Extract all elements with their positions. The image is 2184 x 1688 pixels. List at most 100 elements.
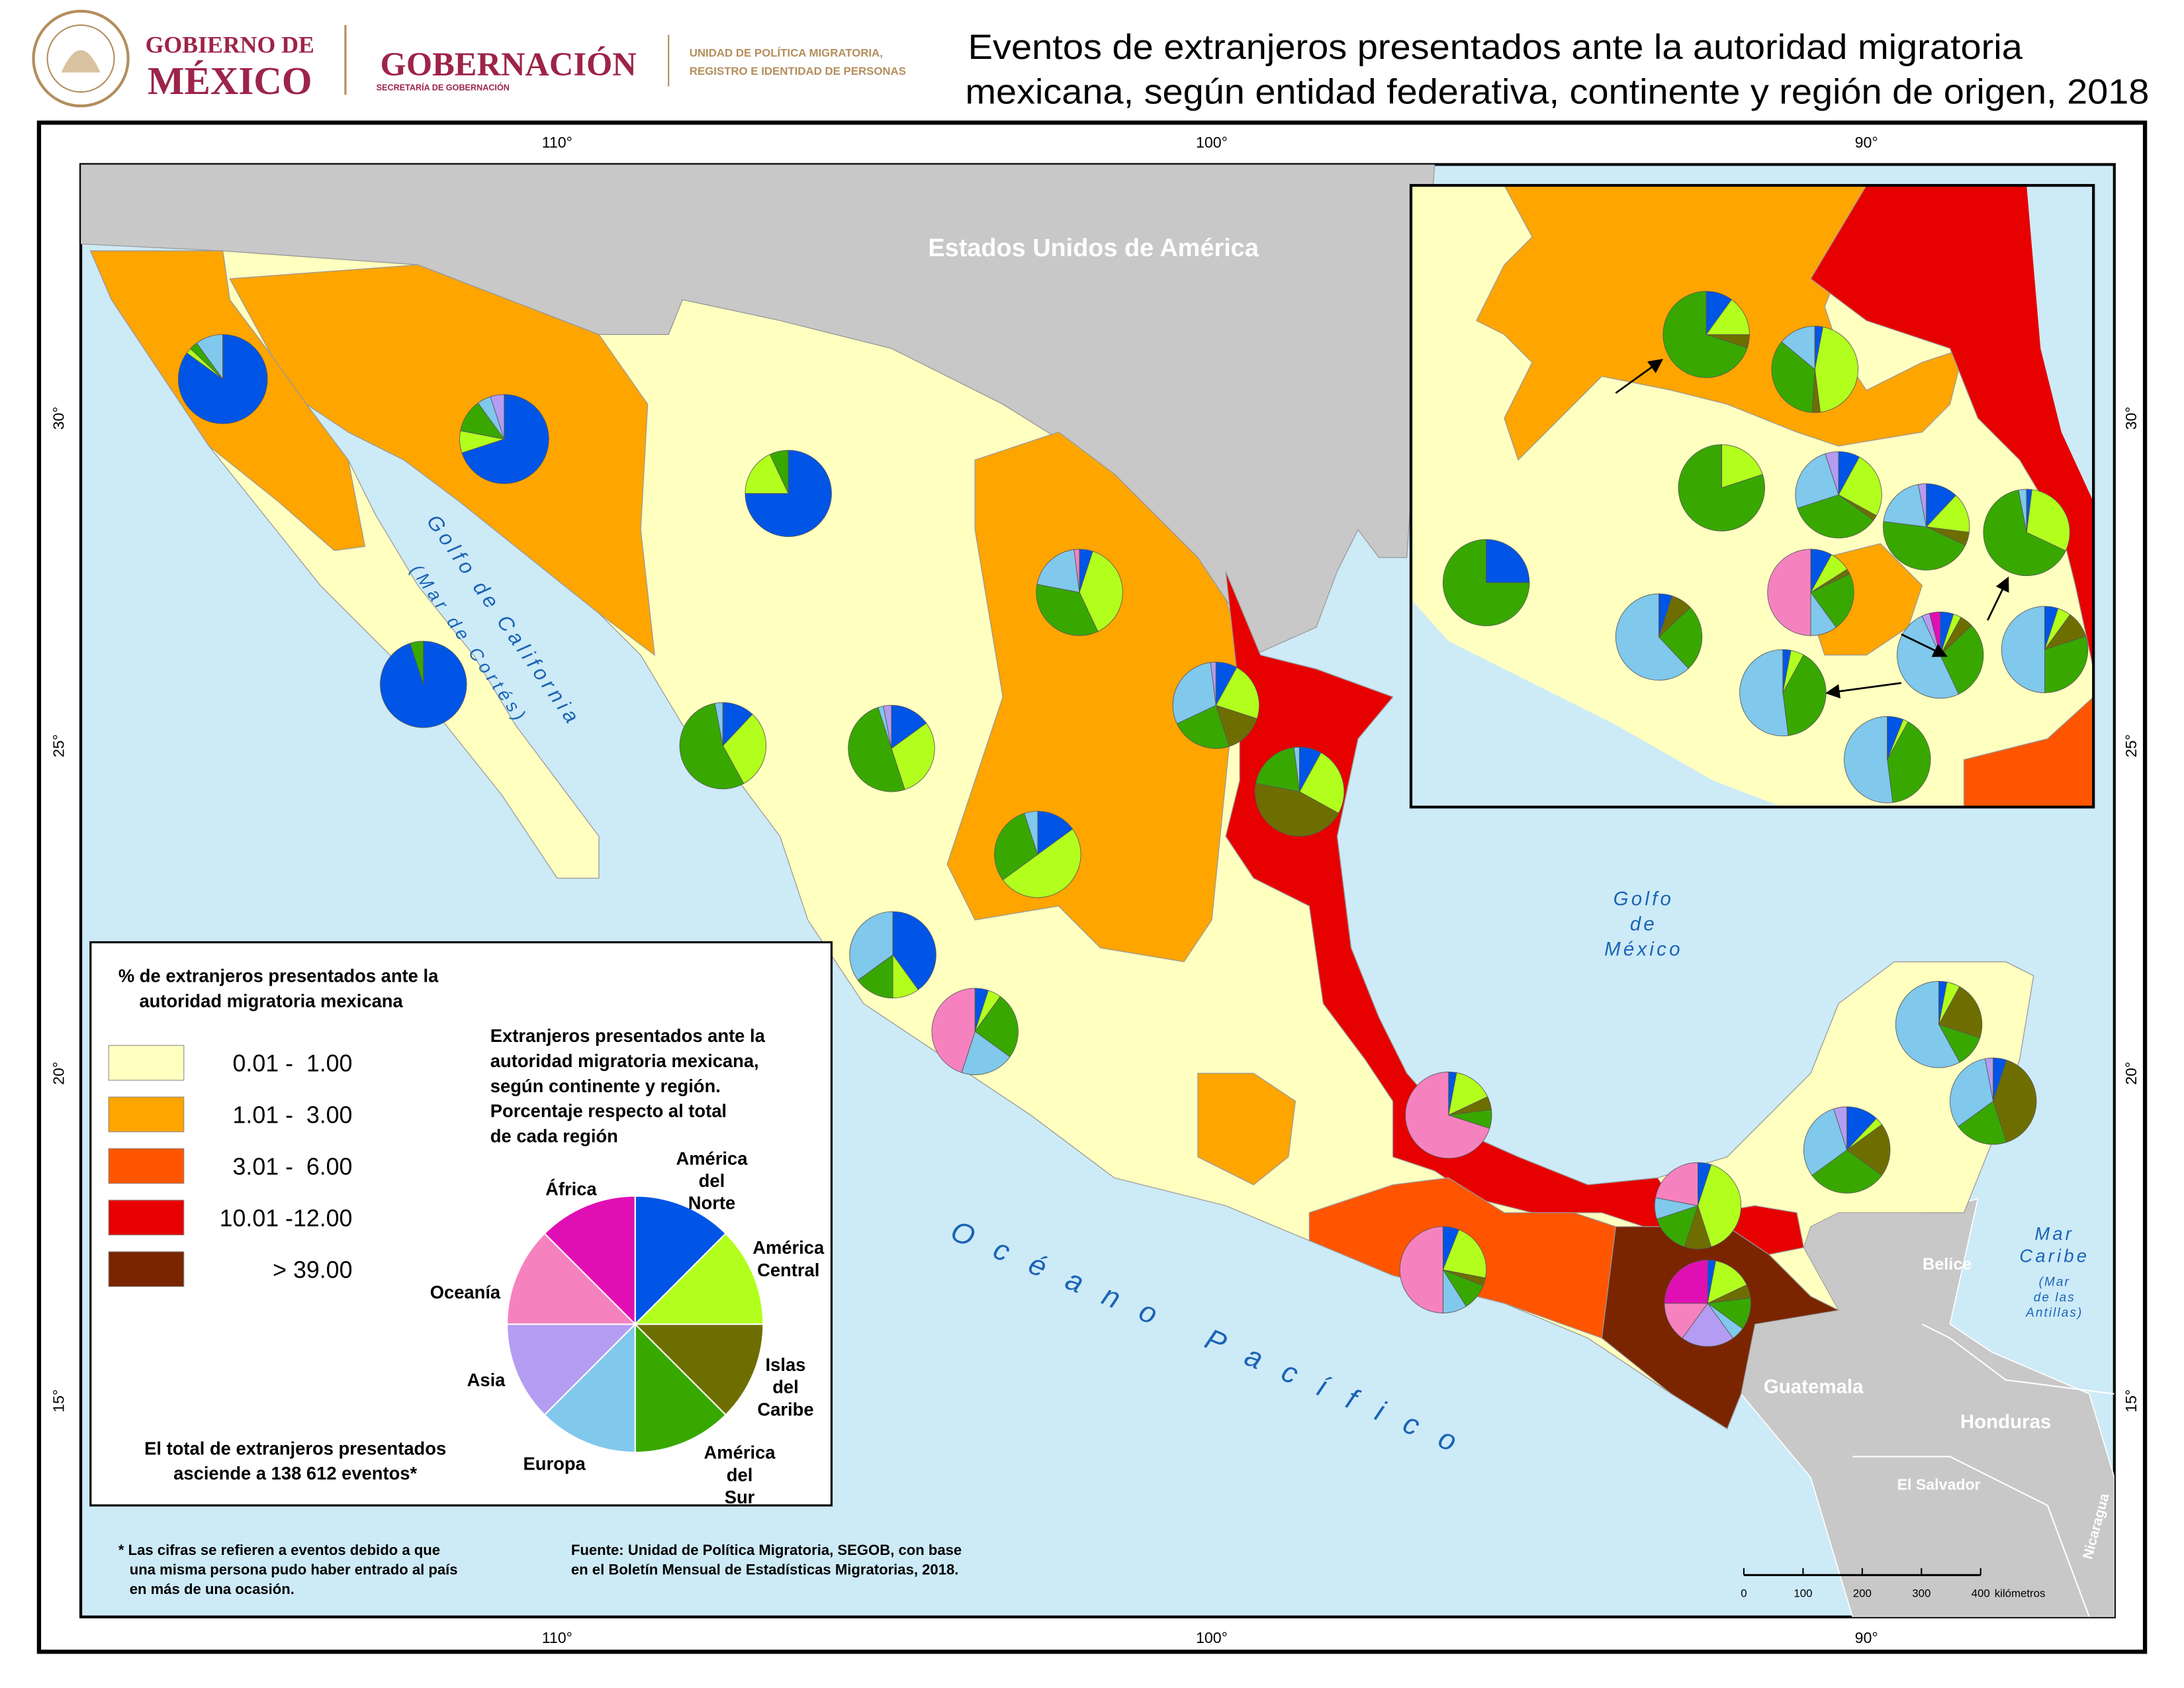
- pie-slice: [745, 453, 789, 494]
- pie-slice: [1254, 782, 1340, 837]
- inset-region: [1810, 185, 2094, 669]
- pie-slice: [1002, 828, 1081, 898]
- inset-sea: [2026, 185, 2094, 502]
- pie-legend-title: según continente y región.: [490, 1076, 721, 1096]
- pie-slice: [1795, 453, 1839, 509]
- legend-category: Asia: [467, 1370, 506, 1390]
- gov-line2: MÉXICO: [148, 59, 312, 103]
- lat-label: 30°: [2122, 406, 2140, 430]
- border: [1852, 1456, 2090, 1617]
- pie-slice: [1037, 811, 1073, 855]
- lon-label: 110°: [542, 1629, 572, 1646]
- sea-label: Golfo: [1614, 888, 1674, 910]
- unit-line: REGISTRO E IDENTIDAD DE PERSONAS: [690, 65, 906, 77]
- total-note: asciende a 138 612 eventos*: [173, 1463, 417, 1483]
- pie-slice: [679, 702, 745, 790]
- legend-category: América: [704, 1442, 776, 1463]
- scale-label: 100: [1794, 1587, 1812, 1599]
- pie-slice: [1925, 494, 1970, 533]
- pie-slice: [931, 988, 976, 1073]
- legend-category: Oceanía: [430, 1282, 501, 1302]
- pie-slice: [891, 705, 927, 749]
- pie-slice: [974, 996, 1019, 1058]
- country-label: El Salvador: [1897, 1476, 1981, 1493]
- unit-line: UNIDAD DE POLÍTICA MIGRATORIA,: [690, 47, 883, 60]
- pie-slice: [1399, 1226, 1443, 1313]
- pie-slice: [1838, 456, 1882, 516]
- sea-label: Mar: [2034, 1223, 2074, 1244]
- sea-label: Antillas): [2025, 1306, 2083, 1320]
- legend-label: 0.01 - 1.00: [233, 1051, 353, 1077]
- pie-slice: [1846, 1124, 1891, 1176]
- legend-category: África: [545, 1179, 597, 1199]
- legend-swatch: [108, 1148, 185, 1184]
- lon-label: 100°: [1196, 1629, 1228, 1646]
- legend-category: del: [699, 1170, 725, 1191]
- legend-pie-slice: [633, 1323, 764, 1416]
- pie-slice: [1405, 1071, 1490, 1159]
- pies: [177, 291, 2089, 1347]
- inset-region: [1963, 696, 2094, 808]
- legend-label: 1.01 - 3.00: [233, 1102, 353, 1129]
- pie-slice: [848, 707, 905, 792]
- source: Fuente: Unidad de Política Migratoria, S…: [571, 1542, 962, 1558]
- legend-category: Islas: [766, 1354, 806, 1375]
- pie-slice: [461, 394, 549, 485]
- lat-label: 15°: [2122, 1389, 2140, 1413]
- lon-label: 90°: [1855, 1629, 1878, 1646]
- inset-sea: [1410, 599, 1783, 808]
- lon-label: 90°: [1855, 134, 1878, 151]
- emblem-eagle: [61, 50, 101, 73]
- sea-label: de: [1630, 914, 1657, 935]
- pie-slice: [1811, 1149, 1883, 1194]
- footnote: en más de una ocasión.: [130, 1581, 295, 1597]
- pie-slice: [1706, 299, 1750, 335]
- pie-slice: [994, 813, 1038, 880]
- legend-title: autoridad migratoria mexicana: [139, 990, 403, 1011]
- scale-label: 400: [1972, 1587, 1990, 1599]
- pie-slice: [1658, 607, 1703, 669]
- ministry: GOBERNACIÓN: [381, 46, 637, 83]
- lon-label: 110°: [542, 134, 572, 151]
- pie-slice: [1664, 1260, 1708, 1304]
- country-label: Belice: [1923, 1255, 1972, 1274]
- pie-legend-title: Extranjeros presentados ante la: [490, 1025, 766, 1046]
- legend-category: del: [727, 1464, 753, 1485]
- pie-slice: [1215, 667, 1259, 720]
- pie-slice: [1958, 1100, 2007, 1145]
- title: Eventos de extranjeros presentados ante …: [968, 28, 2023, 67]
- ministry-sub: SECRETARÍA DE GOBERNACIÓN: [377, 83, 510, 93]
- pie-slice: [1895, 980, 1960, 1068]
- pie-slice: [1255, 747, 1300, 792]
- country-label: Guatemala: [1764, 1376, 1864, 1398]
- lat-label: 30°: [50, 406, 67, 430]
- emblem-inner: [46, 24, 115, 93]
- title: mexicana, según entidad federativa, cont…: [965, 72, 2149, 111]
- scale-unit: kilómetros: [1995, 1587, 2046, 1599]
- pie-slice: [849, 911, 893, 981]
- pie-slice: [1983, 489, 2066, 577]
- gov-line1: GOBIERNO DE: [146, 31, 314, 58]
- pie-slice: [1299, 752, 1345, 814]
- legend-pie-slice: [634, 1195, 727, 1326]
- sea-label: (Mar: [2039, 1276, 2070, 1289]
- pie-slice: [1950, 1058, 1994, 1127]
- legend-category: América: [752, 1237, 825, 1258]
- pie-slice: [883, 705, 892, 749]
- pie-slice: [2026, 489, 2070, 551]
- pie-slice: [1844, 716, 1893, 804]
- region-center: [1197, 1072, 1296, 1186]
- legend-category: del: [772, 1377, 799, 1397]
- pie-slice: [1615, 593, 1689, 680]
- lat-label: 20°: [2122, 1062, 2140, 1085]
- pie-slice: [1442, 539, 1530, 626]
- pie-slice: [1172, 662, 1216, 724]
- sea-label: de las: [2034, 1291, 2075, 1305]
- header: GOBIERNO DE MÉXICO GOBERNACIÓN SECRETARÍ…: [32, 9, 2149, 111]
- lat-label: 25°: [50, 734, 67, 757]
- arrow: [1615, 359, 1664, 394]
- legend-title: % de extranjeros presentados ante la: [118, 965, 439, 986]
- pie-slice: [1771, 341, 1815, 413]
- legend-category: Norte: [688, 1193, 735, 1213]
